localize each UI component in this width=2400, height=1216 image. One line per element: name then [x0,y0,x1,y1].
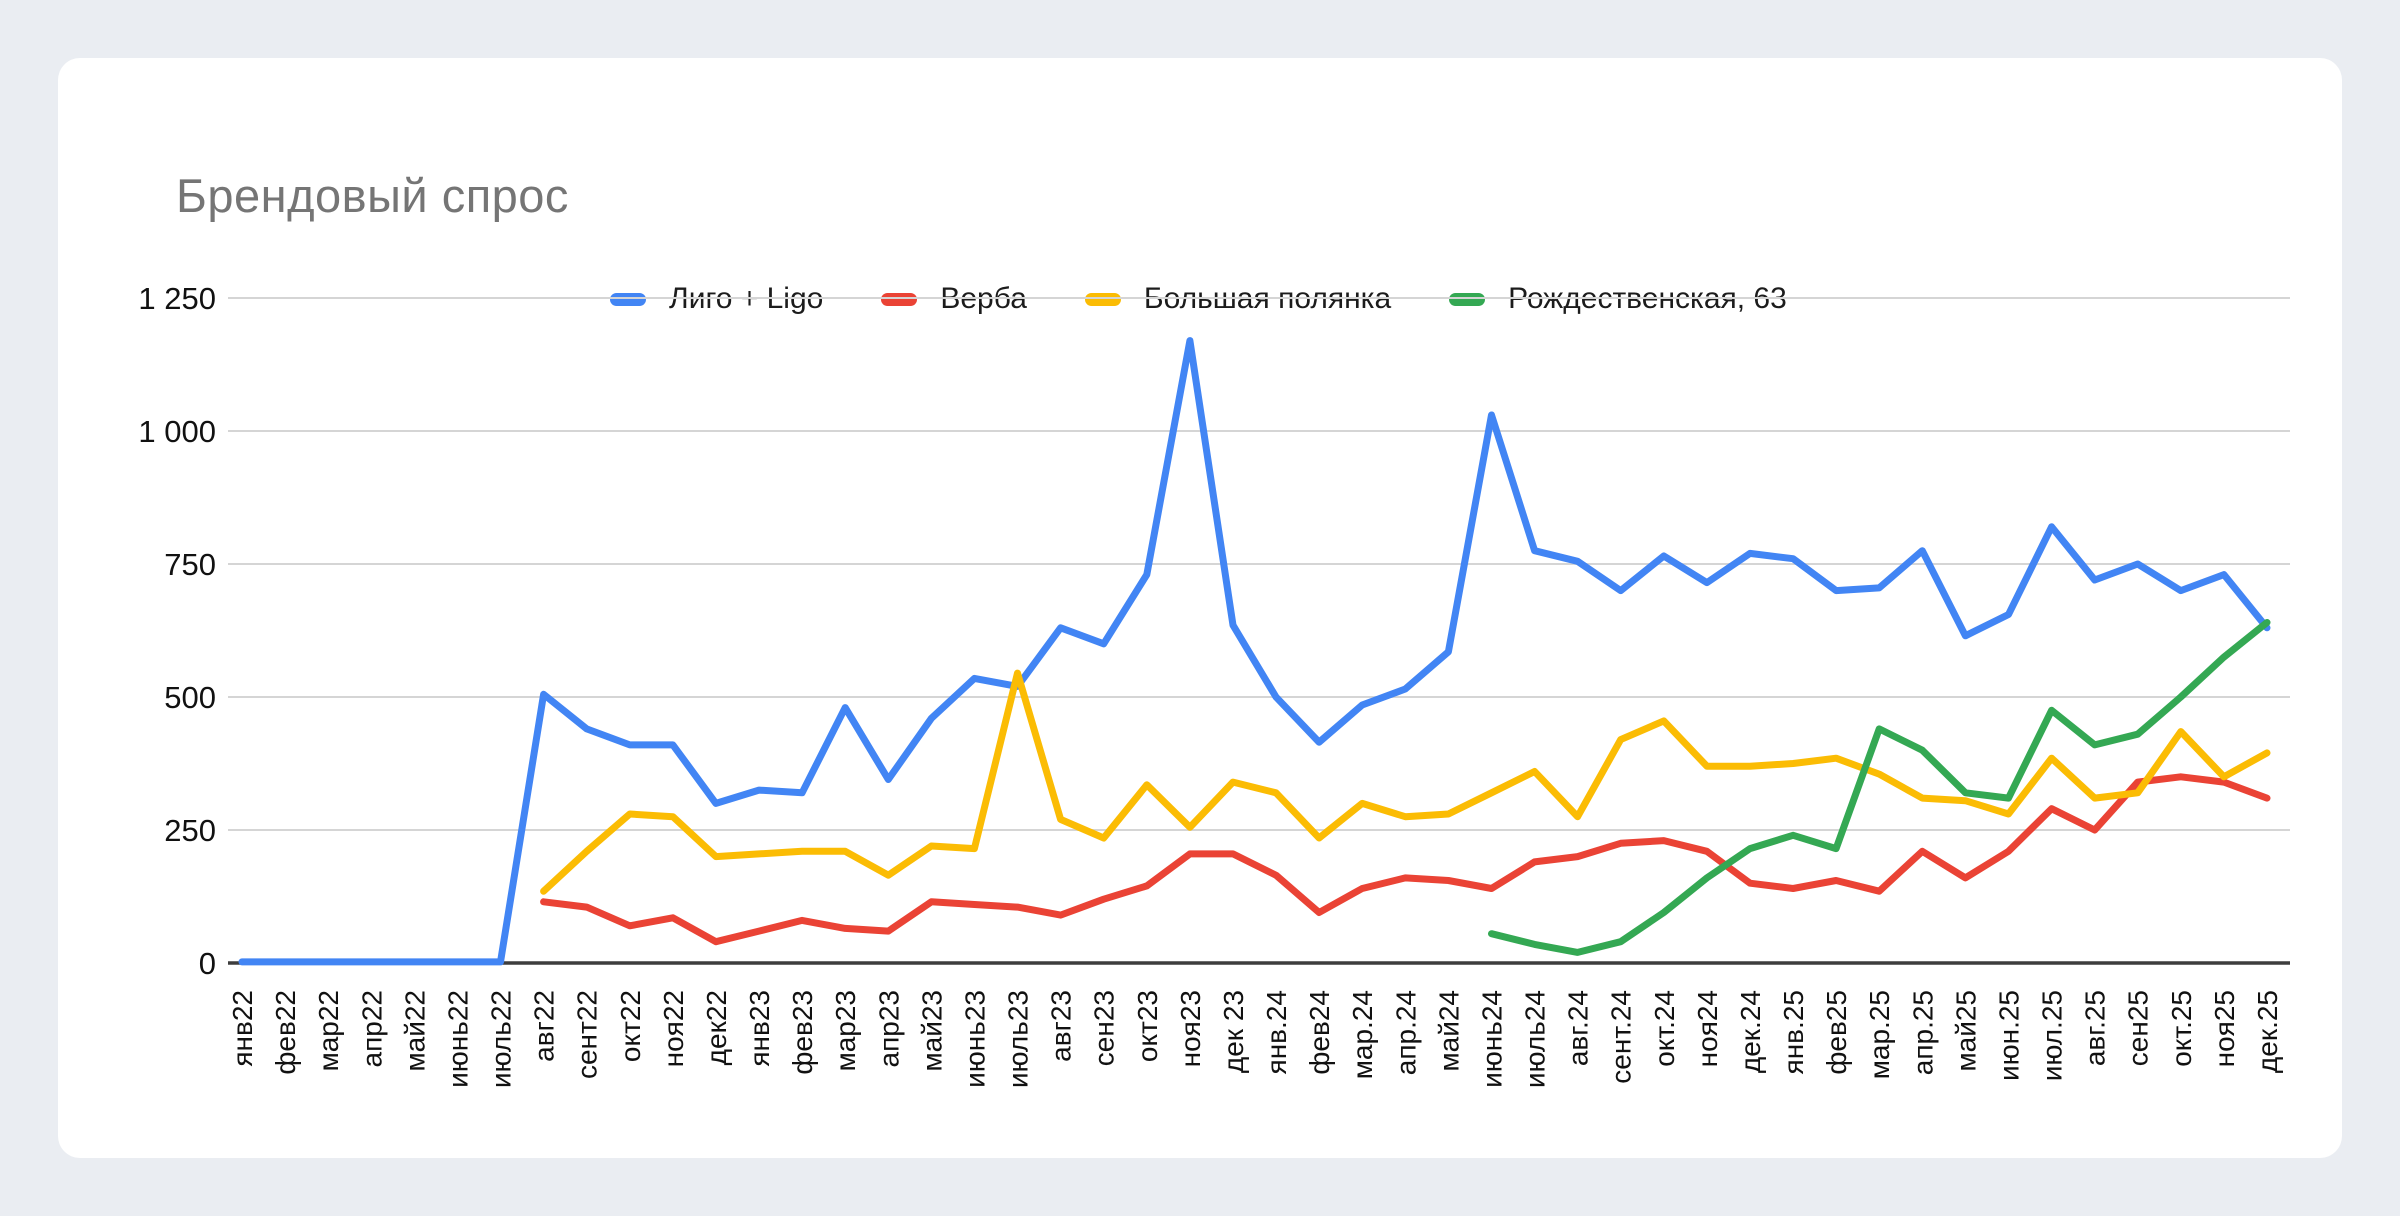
x-axis-tick-label: янв22 [227,990,258,1067]
y-axis-tick-label: 1 250 [138,281,216,316]
x-axis-tick-label: дек22 [701,990,732,1065]
x-axis-tick-label: мар.25 [1864,990,1895,1079]
x-axis-tick-label: дек.25 [2252,990,2283,1073]
x-axis-tick-label: апр23 [873,990,904,1067]
x-axis-tick-label: май23 [916,990,947,1072]
x-axis-tick-label: окт22 [615,990,646,1062]
x-axis-tick-label: июль23 [1003,990,1034,1088]
x-axis-tick-label: июнь24 [1476,990,1507,1088]
x-axis-tick-label: янв23 [744,990,775,1067]
x-axis-tick-label: дек 23 [1218,990,1249,1073]
x-axis-tick-label: авг22 [529,990,560,1062]
x-axis-tick-label: сен25 [2123,990,2154,1066]
x-axis-tick-label: фев25 [1821,990,1852,1075]
series-line-2[interactable] [540,669,2271,895]
x-axis-tick-label: фев24 [1304,990,1335,1075]
x-axis-tick-label: июл.25 [2037,990,2068,1081]
y-axis-tick-label: 1 000 [138,414,216,449]
y-axis-tick-label: 0 [199,946,216,981]
x-axis-tick-label: авг23 [1046,990,1077,1062]
x-axis-tick-label: мар23 [830,990,861,1072]
x-axis-tick-label: окт.24 [1649,990,1680,1067]
x-axis-tick-label: июнь23 [959,990,990,1088]
x-axis-tick-label: сент.24 [1606,990,1637,1084]
x-axis-tick-label: ноя23 [1175,990,1206,1067]
x-axis-tick-label: окт23 [1132,990,1163,1062]
x-axis-tick-label: авг.25 [2080,990,2111,1066]
x-axis-tick-label: ноя25 [2209,990,2240,1067]
x-axis-tick-label: дек.24 [1735,990,1766,1073]
x-axis-tick-label: май24 [1433,990,1464,1072]
y-axis-tick-label: 250 [164,813,216,848]
x-axis-tick-label: мар22 [313,990,344,1072]
x-axis-tick-label: июн.25 [1993,990,2024,1081]
x-axis-tick-label: янв.25 [1778,990,1809,1074]
x-axis-tick-label: авг.24 [1563,990,1594,1066]
y-axis-tick-label: 500 [164,680,216,715]
x-axis-tick-label: окт.25 [2166,990,2197,1067]
x-axis-tick-label: мар.24 [1347,990,1378,1079]
x-axis-tick-label: май22 [399,990,430,1072]
chart-title: Брендовый спрос [176,169,569,222]
x-axis-tick-label: апр.25 [1907,990,1938,1075]
x-axis-tick-label: фев23 [787,990,818,1075]
x-axis-tick-label: июнь22 [442,990,473,1088]
x-axis-tick-label: фев22 [270,990,301,1075]
series-line-0[interactable] [238,337,2271,966]
x-axis-tick-label: сен23 [1089,990,1120,1066]
x-axis-tick-label: ноя24 [1692,990,1723,1067]
y-axis-tick-label: 750 [164,547,216,582]
x-axis-tick-label: июль24 [1520,990,1551,1088]
x-axis-tick-label: янв.24 [1261,990,1292,1074]
x-axis-tick-label: апр.24 [1390,990,1421,1075]
x-axis-tick-label: апр22 [356,990,387,1067]
x-axis-tick-label: сент22 [572,990,603,1079]
chart-card: Брендовый спрос Лиго + Ligo Верба Больша… [58,58,2342,1158]
x-axis-tick-label: май25 [1950,990,1981,1072]
x-axis-tick-label: июль22 [486,990,517,1088]
x-axis-tick-label: ноя22 [658,990,689,1067]
series-line-1[interactable] [540,773,2271,946]
series-line-3[interactable] [1488,619,2271,956]
